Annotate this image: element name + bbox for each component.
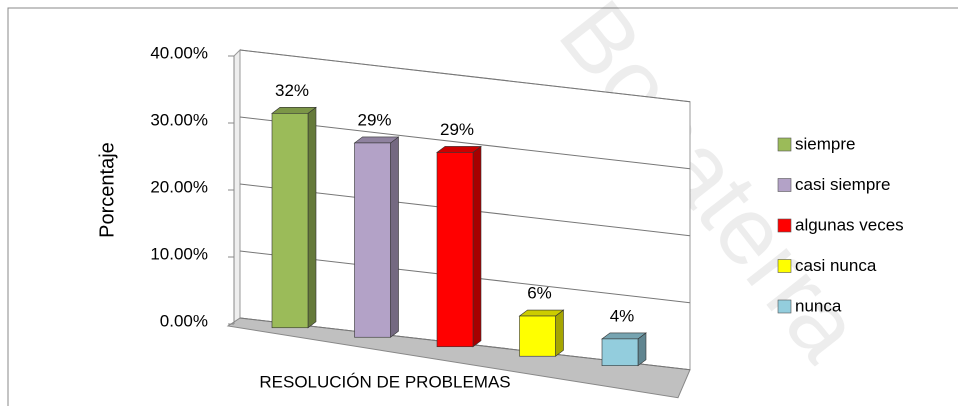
y-tick-label: 30.00% [150, 110, 208, 129]
data-label: 6% [527, 283, 552, 302]
y-tick-label: 10.00% [150, 244, 208, 263]
legend-swatch [777, 178, 792, 192]
bar [601, 338, 639, 366]
bar-side [555, 309, 564, 357]
bar-top [436, 146, 482, 153]
legend-label: siempre [795, 134, 855, 153]
bar-side [390, 136, 399, 338]
y-tick-label: 20.00% [150, 177, 208, 196]
bar-side [472, 145, 482, 348]
data-label: 29% [440, 120, 474, 139]
legend-label: nunca [795, 296, 842, 315]
bar [436, 152, 474, 348]
data-label: 4% [610, 306, 635, 325]
side-wall [233, 48, 241, 326]
bar-top [353, 136, 400, 144]
legend-swatch [777, 259, 792, 273]
bar-side [307, 106, 317, 329]
legend-swatch [777, 218, 792, 233]
x-axis-label: RESOLUCIÓN DE PROBLEMAS [259, 372, 510, 391]
bar-top [601, 332, 647, 340]
data-label: 29% [357, 110, 391, 129]
legend-label: algunas veces [795, 215, 904, 234]
bar [271, 113, 309, 329]
legend-swatch [777, 137, 792, 152]
y-tick-label: 0.00% [160, 311, 208, 330]
bar [519, 315, 556, 357]
legend-swatch [777, 299, 792, 314]
bar-top [518, 309, 565, 317]
legend-label: casi nunca [795, 256, 877, 275]
y-axis-label: Porcentaje [96, 142, 118, 238]
grid-line [239, 49, 691, 103]
y-tick-label: 40.00% [150, 43, 208, 62]
legend-label: casi siempre [795, 175, 890, 194]
bar-top [271, 107, 317, 114]
data-label: 32% [275, 81, 309, 100]
bar [354, 142, 391, 338]
